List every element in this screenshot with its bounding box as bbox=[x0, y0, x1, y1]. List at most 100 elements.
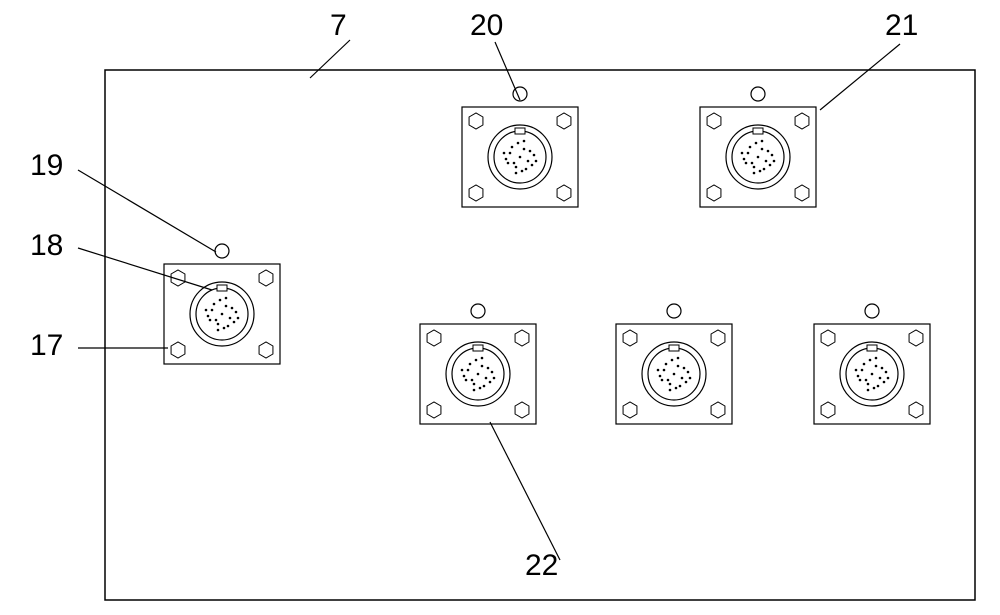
pin-dot-icon bbox=[661, 379, 664, 382]
canvas-background bbox=[0, 0, 1000, 615]
pin-dot-icon bbox=[533, 154, 536, 157]
pin-dot-icon bbox=[771, 154, 774, 157]
callout-label-L17: 17 bbox=[30, 329, 63, 362]
pin-dot-icon bbox=[685, 381, 688, 384]
pin-dot-icon bbox=[485, 377, 488, 380]
pin-dot-icon bbox=[885, 371, 888, 374]
pin-dot-icon bbox=[469, 363, 472, 366]
pin-dot-icon bbox=[871, 373, 874, 376]
pin-dot-icon bbox=[217, 329, 220, 332]
pin-dot-icon bbox=[503, 152, 506, 155]
pin-dot-icon bbox=[659, 375, 662, 378]
pin-dot-icon bbox=[681, 377, 684, 380]
pin-dot-icon bbox=[481, 365, 484, 368]
pin-dot-icon bbox=[743, 158, 746, 161]
callout-label-L20: 20 bbox=[470, 9, 503, 42]
pin-dot-icon bbox=[671, 359, 674, 362]
pin-dot-icon bbox=[229, 317, 232, 320]
pin-dot-icon bbox=[747, 152, 750, 155]
pin-dot-icon bbox=[207, 315, 210, 318]
pin-dot-icon bbox=[759, 170, 762, 173]
pin-dot-icon bbox=[225, 305, 228, 308]
pin-dot-icon bbox=[679, 385, 682, 388]
pin-dot-icon bbox=[489, 381, 492, 384]
pin-dot-icon bbox=[859, 379, 862, 382]
pin-dot-icon bbox=[875, 365, 878, 368]
pin-dot-icon bbox=[887, 377, 890, 380]
pin-dot-icon bbox=[475, 359, 478, 362]
pin-dot-icon bbox=[757, 156, 760, 159]
pin-dot-icon bbox=[741, 152, 744, 155]
pin-dot-icon bbox=[753, 172, 756, 175]
pin-dot-icon bbox=[511, 146, 514, 149]
pin-dot-icon bbox=[519, 156, 522, 159]
pin-dot-icon bbox=[225, 297, 228, 300]
pin-dot-icon bbox=[857, 375, 860, 378]
pin-dot-icon bbox=[535, 160, 538, 163]
pin-dot-icon bbox=[463, 375, 466, 378]
pin-dot-icon bbox=[683, 367, 686, 370]
pin-dot-icon bbox=[663, 369, 666, 372]
pin-dot-icon bbox=[883, 381, 886, 384]
pin-dot-icon bbox=[761, 148, 764, 151]
pin-dot-icon bbox=[211, 309, 214, 312]
pin-dot-icon bbox=[473, 389, 476, 392]
pin-dot-icon bbox=[867, 383, 870, 386]
pin-dot-icon bbox=[521, 170, 524, 173]
pin-dot-icon bbox=[467, 369, 470, 372]
pin-dot-icon bbox=[873, 387, 876, 390]
pin-dot-icon bbox=[231, 307, 234, 310]
pin-dot-icon bbox=[523, 140, 526, 143]
pin-dot-icon bbox=[769, 164, 772, 167]
pin-dot-icon bbox=[881, 367, 884, 370]
callout-label-L7: 7 bbox=[330, 9, 347, 42]
pin-dot-icon bbox=[773, 160, 776, 163]
pin-dot-icon bbox=[687, 371, 690, 374]
pin-dot-icon bbox=[513, 162, 516, 165]
pin-dot-icon bbox=[465, 379, 468, 382]
pin-dot-icon bbox=[761, 140, 764, 143]
pin-dot-icon bbox=[755, 142, 758, 145]
pin-dot-icon bbox=[861, 369, 864, 372]
pin-dot-icon bbox=[669, 389, 672, 392]
pin-dot-icon bbox=[751, 162, 754, 165]
pin-dot-icon bbox=[677, 357, 680, 360]
pin-dot-icon bbox=[865, 379, 868, 382]
pin-dot-icon bbox=[855, 369, 858, 372]
pin-dot-icon bbox=[677, 365, 680, 368]
pin-dot-icon bbox=[219, 299, 222, 302]
callout-label-L19: 19 bbox=[30, 149, 63, 182]
callout-label-L22: 22 bbox=[525, 549, 558, 582]
pin-dot-icon bbox=[875, 357, 878, 360]
pin-dot-icon bbox=[237, 317, 240, 320]
callout-label-L21: 21 bbox=[885, 9, 918, 42]
key-notch-icon bbox=[753, 128, 763, 134]
pin-dot-icon bbox=[227, 325, 230, 328]
key-notch-icon bbox=[669, 345, 679, 351]
pin-dot-icon bbox=[507, 162, 510, 165]
pin-dot-icon bbox=[675, 387, 678, 390]
pin-dot-icon bbox=[877, 385, 880, 388]
pin-dot-icon bbox=[867, 389, 870, 392]
pin-dot-icon bbox=[879, 377, 882, 380]
pin-dot-icon bbox=[233, 321, 236, 324]
pin-dot-icon bbox=[531, 164, 534, 167]
pin-dot-icon bbox=[667, 379, 670, 382]
pin-dot-icon bbox=[213, 303, 216, 306]
key-notch-icon bbox=[515, 128, 525, 134]
pin-dot-icon bbox=[215, 319, 218, 322]
pin-dot-icon bbox=[753, 166, 756, 169]
pin-dot-icon bbox=[235, 311, 238, 314]
pin-dot-icon bbox=[765, 160, 768, 163]
pin-dot-icon bbox=[493, 377, 496, 380]
pin-dot-icon bbox=[517, 142, 520, 145]
pin-dot-icon bbox=[221, 313, 224, 316]
pin-dot-icon bbox=[505, 158, 508, 161]
pin-dot-icon bbox=[473, 383, 476, 386]
pin-dot-icon bbox=[689, 377, 692, 380]
pin-dot-icon bbox=[749, 146, 752, 149]
pin-dot-icon bbox=[205, 309, 208, 312]
pin-dot-icon bbox=[527, 160, 530, 163]
key-notch-icon bbox=[217, 285, 227, 291]
pin-dot-icon bbox=[523, 148, 526, 151]
